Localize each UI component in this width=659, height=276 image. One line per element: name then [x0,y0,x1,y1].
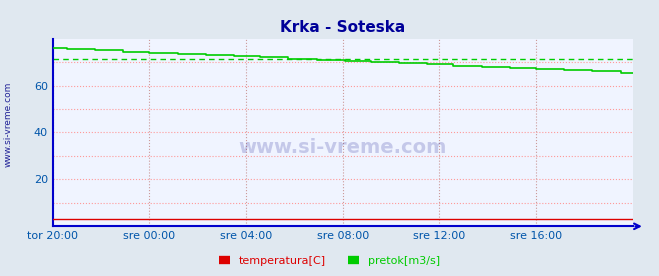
Text: www.si-vreme.com: www.si-vreme.com [239,138,447,157]
Legend: temperatura[C], pretok[m3/s]: temperatura[C], pretok[m3/s] [214,251,445,270]
Title: Krka - Soteska: Krka - Soteska [280,20,405,35]
Text: www.si-vreme.com: www.si-vreme.com [3,81,13,167]
